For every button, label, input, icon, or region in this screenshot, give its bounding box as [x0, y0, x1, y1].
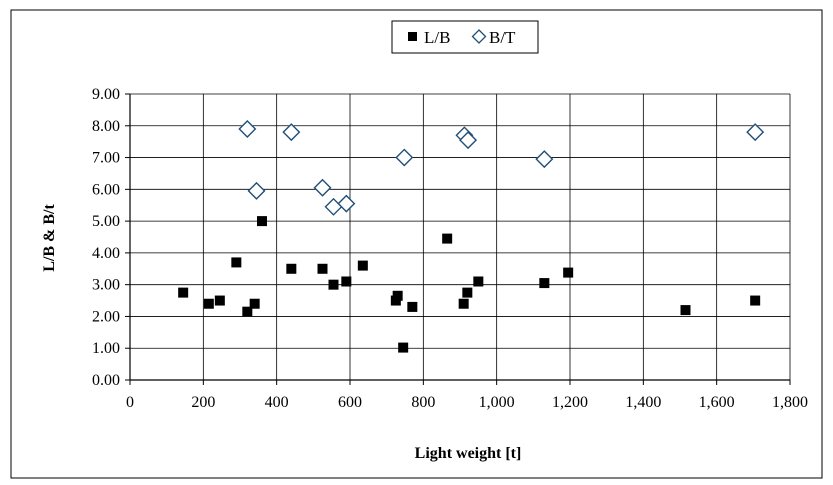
lb-point — [473, 276, 484, 287]
y-axis-title: L/B & B/t — [41, 204, 58, 272]
data-points — [178, 119, 765, 353]
x-tick-label: 400 — [265, 394, 289, 411]
lb-point — [357, 260, 368, 271]
lb-point — [563, 267, 574, 278]
lb-point — [231, 257, 242, 268]
y-tick-label: 5.00 — [92, 213, 120, 230]
x-tick-label: 600 — [338, 394, 362, 411]
lb-point — [458, 298, 469, 309]
legend-marker-lb — [408, 32, 417, 41]
x-tick-label: 1,200 — [552, 394, 588, 411]
bt-point — [395, 148, 414, 167]
bt-point — [459, 131, 478, 150]
y-tick-label: 9.00 — [92, 86, 120, 103]
bt-point — [337, 194, 356, 213]
chart-frame — [10, 9, 823, 479]
bt-point — [313, 178, 332, 197]
bt-point — [238, 119, 257, 138]
y-tick-label: 3.00 — [92, 277, 120, 294]
lb-point — [317, 263, 328, 274]
x-tick-label: 1,000 — [479, 394, 515, 411]
lb-point — [392, 290, 403, 301]
bt-point — [746, 123, 765, 142]
lb-point — [539, 278, 550, 289]
y-tick-label: 7.00 — [92, 150, 120, 167]
x-tick-label: 1,800 — [772, 394, 808, 411]
lb-point — [249, 298, 260, 309]
x-tick-label: 1,600 — [699, 394, 735, 411]
lb-point — [242, 306, 253, 317]
lb-point — [442, 233, 453, 244]
tick-labels: 0.00 1.00 2.00 3.00 4.00 5.00 6.00 7.00 8.00 9.00… — [92, 86, 808, 411]
y-tick-label: 8.00 — [92, 118, 120, 135]
y-tick-label: 2.00 — [92, 308, 120, 325]
legend: L/B B/T — [391, 20, 539, 54]
legend-label-bt: B/T — [489, 28, 516, 47]
axes — [125, 93, 791, 385]
lb-point — [203, 298, 214, 309]
x-tick-label: 0 — [126, 394, 134, 411]
lb-point — [257, 216, 267, 227]
lb-point — [407, 301, 418, 312]
lb-point — [178, 287, 189, 298]
lb-point — [680, 305, 691, 316]
lb-point — [462, 287, 473, 298]
x-tick-label: 1,400 — [625, 394, 661, 411]
x-tick-label: 800 — [411, 394, 435, 411]
y-tick-label: 4.00 — [92, 245, 120, 262]
bt-point — [535, 150, 554, 169]
lb-point — [341, 276, 352, 287]
lb-point — [398, 342, 409, 353]
bt-point — [282, 123, 301, 142]
x-tick-label: 200 — [191, 394, 215, 411]
lb-point — [214, 295, 225, 306]
y-tick-label: 6.00 — [92, 181, 120, 198]
legend-label-lb: L/B — [424, 28, 450, 47]
lb-point — [286, 263, 297, 274]
y-tick-label: 1.00 — [92, 340, 120, 357]
y-tick-label: 0.00 — [92, 372, 120, 389]
lb-point — [750, 295, 761, 306]
lb-point — [328, 279, 339, 290]
bt-point — [247, 181, 266, 200]
x-axis-title: Light weight [t] — [415, 445, 522, 462]
legend-marker-bt — [471, 29, 487, 44]
